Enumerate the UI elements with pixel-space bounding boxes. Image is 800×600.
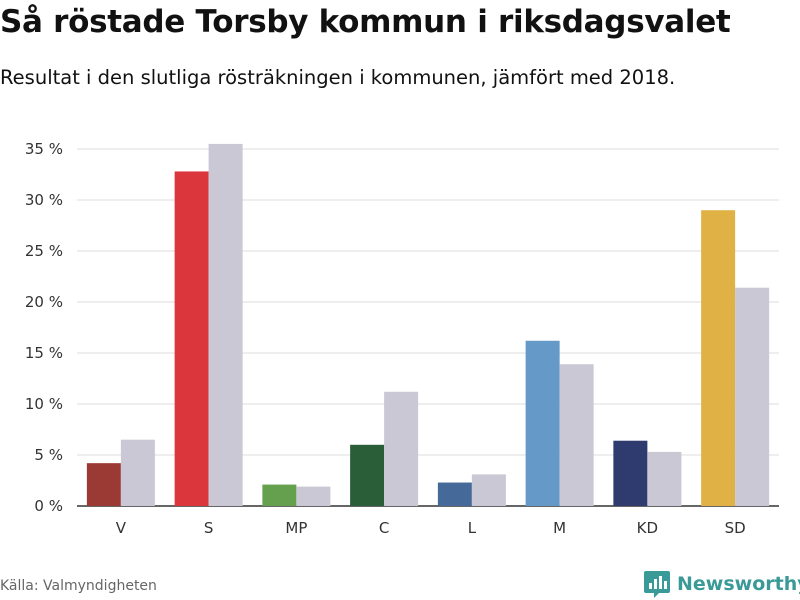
x-axis-categories: V S MP C L M KD SD xyxy=(116,519,746,537)
bar-c-previous xyxy=(384,391,419,506)
brand-name: Newsworthy xyxy=(677,573,800,595)
category-label: L xyxy=(468,519,477,537)
bar-sd-previous xyxy=(735,287,770,506)
newsworthy-logo-icon xyxy=(644,571,670,598)
bar-chart: 0 % 5 % 10 % 15 % 20 % 25 % 30 % 35 % V S MP C L M KD… xyxy=(25,140,779,537)
bar-v-current xyxy=(86,463,121,506)
category-label: S xyxy=(204,519,214,537)
y-tick-label: 25 % xyxy=(25,242,63,260)
source-note: Källa: Valmyndigheten xyxy=(0,578,157,594)
y-tick-label: 0 % xyxy=(34,497,63,515)
chart-subtitle: Resultat i den slutliga rösträkningen i … xyxy=(0,66,676,89)
bar-mp-current xyxy=(262,484,297,506)
bar-m-previous xyxy=(559,364,594,506)
bar-v-previous xyxy=(120,439,155,506)
category-label: MP xyxy=(285,519,307,537)
chart-title: Så röstade Torsby kommun i riksdagsvalet xyxy=(0,4,731,40)
bar-m-current xyxy=(525,340,560,506)
category-label: C xyxy=(379,519,389,537)
y-tick-label: 5 % xyxy=(34,446,63,464)
category-label: KD xyxy=(637,519,658,537)
y-tick-label: 10 % xyxy=(25,395,63,413)
y-tick-label: 20 % xyxy=(25,293,63,311)
y-tick-label: 15 % xyxy=(25,344,63,362)
bar-kd-previous xyxy=(647,451,682,506)
bar-s-previous xyxy=(208,143,243,506)
bar-l-current xyxy=(437,482,472,506)
y-tick-label: 35 % xyxy=(25,140,63,158)
category-label: V xyxy=(116,519,127,537)
y-axis-ticks: 0 % 5 % 10 % 15 % 20 % 25 % 30 % 35 % xyxy=(25,140,63,515)
bar-c-current xyxy=(350,444,385,506)
bar-kd-current xyxy=(613,440,648,506)
bar-s-current xyxy=(174,171,209,506)
bar-mp-previous xyxy=(296,486,331,506)
y-tick-label: 30 % xyxy=(25,191,63,209)
bar-l-previous xyxy=(471,474,506,506)
bar-sd-current xyxy=(701,210,736,506)
category-label: SD xyxy=(725,519,746,537)
brand-logo[interactable]: Newsworthy xyxy=(643,568,800,600)
category-label: M xyxy=(553,519,566,537)
bars xyxy=(86,143,770,506)
